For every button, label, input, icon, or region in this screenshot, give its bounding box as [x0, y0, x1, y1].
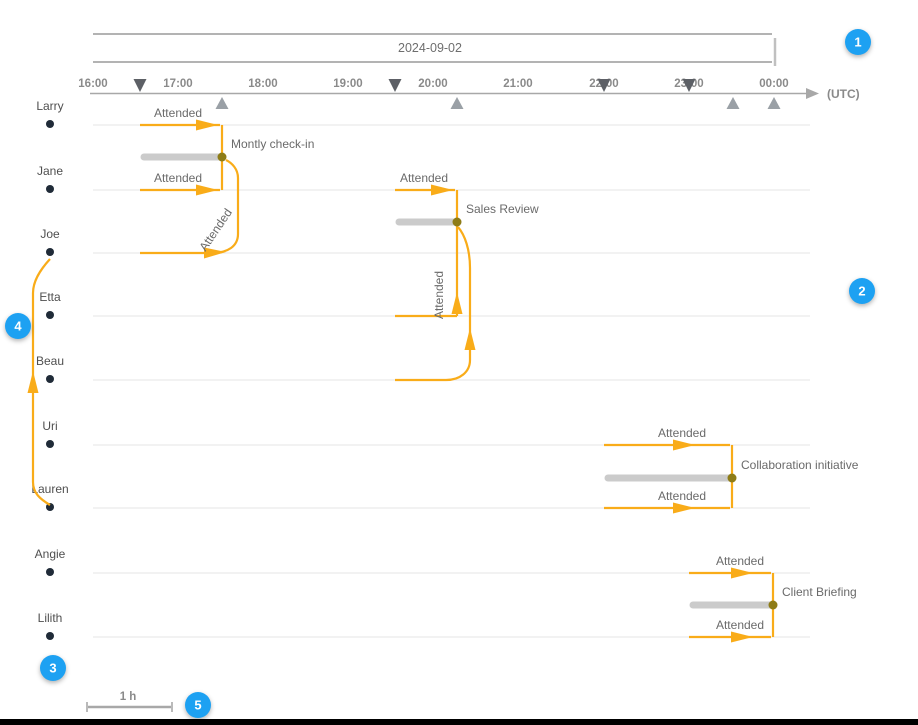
time-tick: 00:00	[759, 78, 788, 90]
participant-row-larry: Larry	[36, 99, 810, 128]
event-title: Client Briefing	[782, 585, 857, 599]
event-start-marker-icon	[133, 79, 147, 92]
event-node-dot[interactable]	[727, 473, 737, 483]
participant-name: Beau	[36, 354, 64, 368]
timezone-label: (UTC)	[827, 87, 860, 101]
callout-badge-4: 4	[5, 313, 31, 339]
event-end-marker-icon	[726, 97, 740, 109]
attended-label: Attended	[400, 171, 448, 185]
attended-label: Attended	[716, 618, 764, 632]
date-label: 2024-09-02	[398, 41, 462, 55]
arrowhead-right-icon	[673, 439, 695, 451]
participant-dot[interactable]	[46, 440, 54, 448]
arrowhead-up-icon	[451, 292, 463, 314]
participant-dot[interactable]	[46, 120, 54, 128]
participant-name: Lilith	[38, 611, 63, 625]
callout-number: 2	[858, 284, 865, 299]
bottom-border	[0, 719, 918, 725]
attended-label: Attended	[154, 171, 202, 185]
participant-name: Jane	[37, 164, 63, 178]
scale-label: 1 h	[120, 691, 137, 703]
participant-name: Larry	[36, 99, 63, 113]
event-title: Sales Review	[466, 202, 539, 216]
attended-label-rotated: Attended	[432, 271, 446, 319]
event-title: Montly check-in	[231, 137, 314, 151]
participant-dot[interactable]	[46, 311, 54, 319]
time-tick: 19:00	[333, 78, 362, 90]
participant-name: Joe	[40, 227, 60, 241]
participant-row-lilith: Lilith	[38, 611, 810, 640]
time-tick: 20:00	[418, 78, 447, 90]
callout-number: 3	[49, 661, 56, 676]
callout-circle	[5, 313, 31, 339]
arrowhead-up-icon	[27, 371, 39, 393]
attended-label: Attended	[658, 426, 706, 440]
participant-name: Uri	[42, 419, 57, 433]
callout-number: 5	[194, 698, 201, 713]
participant-dot[interactable]	[46, 632, 54, 640]
callout-badge-3: 3	[40, 655, 66, 681]
arrowhead-right-icon	[673, 502, 695, 514]
event-title: Collaboration initiative	[741, 458, 859, 472]
date-range-bar: 2024-09-02	[93, 33, 777, 66]
callout-circle	[849, 278, 875, 304]
time-tick: 18:00	[248, 78, 277, 90]
event-node-dot[interactable]	[768, 600, 778, 610]
participation-edge-lauren-joe	[27, 258, 51, 506]
callout-number: 1	[854, 35, 861, 50]
arrowhead-right-icon	[731, 631, 753, 643]
attended-label: Attended	[154, 106, 202, 120]
event-end-marker-icon	[450, 97, 464, 109]
callout-badge-2: 2	[849, 278, 875, 304]
event-sales-review: Attended Attended Sales Review	[395, 171, 539, 382]
attended-label-rotated: Attended	[196, 206, 234, 254]
event-start-marker-icon	[682, 79, 696, 92]
participant-row-etta: Etta	[39, 290, 810, 319]
event-montly-check-in: Attended Attended Attended Montly check-…	[140, 106, 314, 259]
arrowhead-right-icon	[196, 184, 218, 196]
callout-badge-5: 5	[185, 692, 211, 718]
event-start-marker-icon	[388, 79, 402, 92]
participant-row-angie: Angie	[35, 547, 810, 576]
time-axis: (UTC) 16:00 17:00 18:00 19:00 20:00 21:0…	[78, 78, 860, 109]
time-tick: 16:00	[78, 78, 107, 90]
arrowhead-right-icon	[431, 184, 453, 196]
participant-dot[interactable]	[46, 375, 54, 383]
callout-circle	[40, 655, 66, 681]
participant-dot[interactable]	[46, 248, 54, 256]
attended-label: Attended	[716, 554, 764, 568]
time-tick: 17:00	[163, 78, 192, 90]
attended-label: Attended	[658, 489, 706, 503]
arrowhead-right-icon	[196, 119, 218, 131]
event-node-dot[interactable]	[217, 152, 227, 162]
callout-badge-1: 1	[845, 29, 871, 55]
event-end-marker-icon	[767, 97, 781, 109]
callout-circle	[845, 29, 871, 55]
attended-edge-beau[interactable]	[395, 226, 472, 382]
arrowhead-up-icon	[464, 328, 476, 350]
participant-name: Lauren	[31, 482, 68, 496]
time-axis-arrow-icon	[806, 88, 819, 99]
participant-row-beau: Beau	[36, 354, 810, 383]
time-tick: 21:00	[503, 78, 532, 90]
event-end-marker-icon	[215, 97, 229, 109]
callout-number: 4	[14, 319, 22, 334]
event-collaboration-initiative: Attended Attended Collaboration initiati…	[604, 426, 859, 514]
participant-dot[interactable]	[46, 185, 54, 193]
event-start-marker-icon	[597, 79, 611, 92]
event-node-dot[interactable]	[452, 217, 462, 227]
participant-name: Angie	[35, 547, 66, 561]
arrowhead-right-icon	[731, 567, 753, 579]
arrowhead-right-icon	[204, 247, 226, 259]
participant-dot[interactable]	[46, 568, 54, 576]
event-client-briefing: Attended Attended Client Briefing	[689, 554, 857, 643]
participant-row-joe: Joe	[40, 227, 810, 256]
callout-circle	[185, 692, 211, 718]
scale-indicator: 1 h	[86, 691, 173, 712]
participant-name: Etta	[39, 290, 61, 304]
